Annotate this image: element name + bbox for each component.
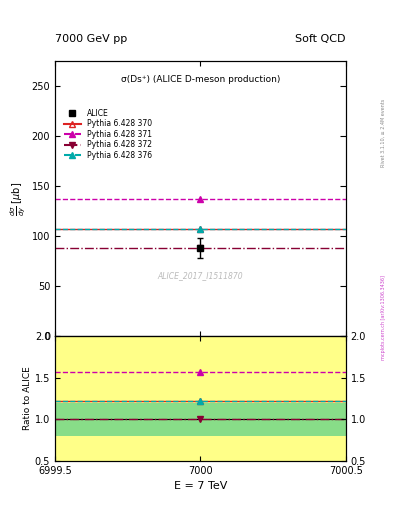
Text: ALICE_2017_I1511870: ALICE_2017_I1511870 (158, 271, 243, 280)
Bar (55, 402, 346, 436)
Text: 7000 GeV pp: 7000 GeV pp (55, 33, 127, 44)
Y-axis label: $\frac{d\sigma}{dy}$ [$\mu$b]: $\frac{d\sigma}{dy}$ [$\mu$b] (9, 182, 28, 216)
Legend: ALICE, Pythia 6.428 370, Pythia 6.428 371, Pythia 6.428 372, Pythia 6.428 376: ALICE, Pythia 6.428 370, Pythia 6.428 37… (61, 105, 155, 163)
Text: Soft QCD: Soft QCD (296, 33, 346, 44)
Text: mcplots.cern.ch [arXiv:1306.3436]: mcplots.cern.ch [arXiv:1306.3436] (381, 275, 386, 360)
Y-axis label: Ratio to ALICE: Ratio to ALICE (23, 367, 32, 430)
Text: σ(Ds⁺) (ALICE D-meson production): σ(Ds⁺) (ALICE D-meson production) (121, 75, 280, 84)
Text: Rivet 3.1.10, ≥ 2.4M events: Rivet 3.1.10, ≥ 2.4M events (381, 99, 386, 167)
X-axis label: E = 7 TeV: E = 7 TeV (174, 481, 227, 491)
